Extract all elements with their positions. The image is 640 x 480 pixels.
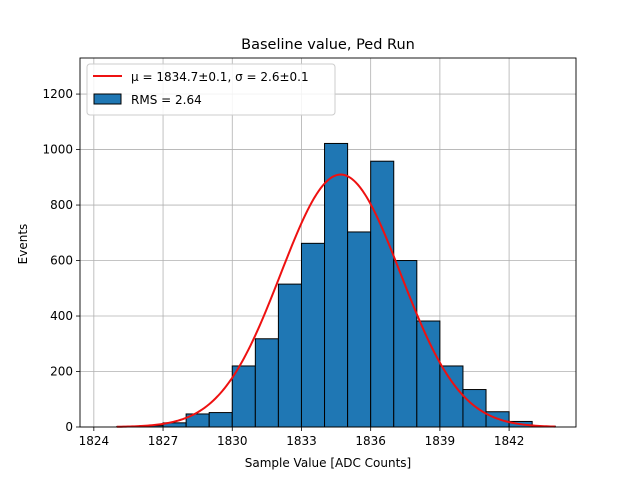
x-tick-label: 1824	[79, 434, 110, 448]
plot-frame	[79, 57, 577, 428]
histogram-bar	[277, 283, 302, 428]
histogram-bar	[370, 160, 395, 428]
legend: μ = 1834.7±0.1, σ = 2.6±0.1 RMS = 2.64	[86, 63, 336, 116]
legend-box	[86, 63, 336, 116]
y-tick-label: 400	[50, 309, 73, 323]
x-tick-label: 1827	[148, 434, 179, 448]
x-tick-label: 1839	[425, 434, 456, 448]
y-tick-label: 0	[65, 420, 73, 434]
histogram-bar	[324, 142, 349, 428]
x-axis-label: Sample Value [ADC Counts]	[245, 456, 411, 470]
histogram-bar	[462, 389, 487, 428]
legend-rms-swatch	[93, 93, 122, 105]
legend-fit-label: μ = 1834.7±0.1, σ = 2.6±0.1	[131, 70, 309, 84]
x-tick-label: 1830	[217, 434, 248, 448]
x-axis-ticks: 1824 1827 1830 1833 1836 1839 1842	[79, 427, 525, 448]
y-tick-label: 800	[50, 198, 73, 212]
y-tick-label: 1200	[42, 87, 73, 101]
y-tick-label: 200	[50, 365, 73, 379]
gaussian-fit-curve	[116, 173, 556, 428]
y-axis-label: Events	[16, 224, 30, 265]
histogram-bar	[254, 338, 279, 428]
chart-title: Baseline value, Ped Run	[241, 37, 415, 53]
histogram-bar	[439, 365, 464, 428]
histogram-bar	[300, 242, 326, 428]
y-tick-label: 1000	[42, 143, 73, 157]
y-tick-label: 600	[50, 254, 73, 268]
x-tick-label: 1833	[286, 434, 317, 448]
histogram-bar	[231, 365, 256, 428]
histogram-bar	[416, 320, 441, 428]
histogram-bar	[347, 231, 372, 428]
histogram-bar	[208, 412, 233, 428]
y-axis-ticks: 0 200 400 600 800 1000 1200	[42, 87, 80, 434]
histogram-bars	[116, 142, 556, 428]
legend-rms-label: RMS = 2.64	[131, 93, 202, 107]
x-tick-label: 1836	[355, 434, 386, 448]
x-tick-label: 1842	[494, 434, 525, 448]
